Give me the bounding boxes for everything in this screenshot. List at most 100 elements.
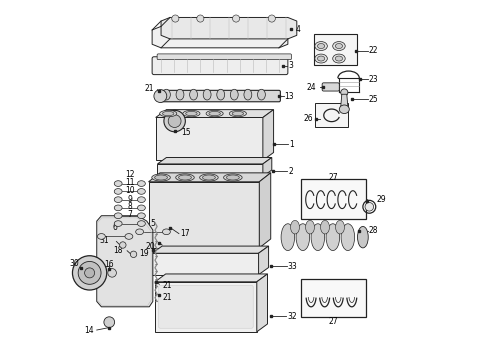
Text: 27: 27 xyxy=(329,173,338,182)
Ellipse shape xyxy=(178,175,192,180)
Ellipse shape xyxy=(155,175,168,180)
FancyBboxPatch shape xyxy=(314,34,357,65)
Circle shape xyxy=(168,114,181,127)
Ellipse shape xyxy=(306,220,315,234)
Ellipse shape xyxy=(130,251,137,257)
Text: 16: 16 xyxy=(104,260,114,269)
Polygon shape xyxy=(156,110,273,117)
Polygon shape xyxy=(257,274,268,332)
Ellipse shape xyxy=(315,54,327,63)
Ellipse shape xyxy=(358,226,368,248)
Text: 12: 12 xyxy=(125,170,135,179)
Ellipse shape xyxy=(114,221,122,226)
Circle shape xyxy=(104,317,115,328)
Ellipse shape xyxy=(336,220,344,234)
Text: 23: 23 xyxy=(368,75,378,84)
Ellipse shape xyxy=(335,44,343,49)
Text: 20: 20 xyxy=(146,242,155,251)
Ellipse shape xyxy=(183,111,200,117)
Polygon shape xyxy=(263,157,272,176)
Ellipse shape xyxy=(176,174,194,181)
Ellipse shape xyxy=(138,181,146,186)
Ellipse shape xyxy=(203,89,211,100)
Polygon shape xyxy=(152,26,288,48)
Ellipse shape xyxy=(333,54,345,63)
FancyBboxPatch shape xyxy=(316,103,348,127)
Ellipse shape xyxy=(341,89,348,96)
Ellipse shape xyxy=(114,205,122,211)
Circle shape xyxy=(164,111,185,132)
Text: 33: 33 xyxy=(288,262,297,271)
Ellipse shape xyxy=(311,224,325,251)
Ellipse shape xyxy=(202,175,215,180)
FancyBboxPatch shape xyxy=(301,179,366,219)
Ellipse shape xyxy=(138,205,146,211)
Circle shape xyxy=(108,269,117,277)
Ellipse shape xyxy=(320,220,329,234)
Ellipse shape xyxy=(120,242,126,248)
Ellipse shape xyxy=(136,229,144,235)
Polygon shape xyxy=(156,117,263,160)
Polygon shape xyxy=(97,216,153,307)
Ellipse shape xyxy=(114,197,122,203)
Ellipse shape xyxy=(341,224,355,251)
FancyBboxPatch shape xyxy=(157,54,292,60)
Text: 6: 6 xyxy=(113,223,118,232)
Text: 28: 28 xyxy=(368,226,378,235)
Circle shape xyxy=(172,15,179,22)
Circle shape xyxy=(154,90,167,103)
Text: 18: 18 xyxy=(113,246,123,255)
Ellipse shape xyxy=(335,56,343,61)
Ellipse shape xyxy=(326,224,340,251)
Text: 30: 30 xyxy=(69,260,79,269)
Text: 21: 21 xyxy=(162,281,171,290)
Polygon shape xyxy=(148,173,270,182)
Text: 27: 27 xyxy=(329,316,338,325)
Ellipse shape xyxy=(223,174,242,181)
FancyBboxPatch shape xyxy=(160,90,280,102)
Text: 2: 2 xyxy=(288,167,293,176)
Text: 14: 14 xyxy=(85,325,94,334)
Text: 22: 22 xyxy=(368,46,378,55)
Ellipse shape xyxy=(163,89,171,100)
Ellipse shape xyxy=(163,111,174,116)
Text: 21: 21 xyxy=(145,84,154,93)
Text: 17: 17 xyxy=(180,229,190,238)
Ellipse shape xyxy=(98,234,105,239)
Ellipse shape xyxy=(244,89,252,100)
Ellipse shape xyxy=(281,224,294,251)
Text: 5: 5 xyxy=(150,219,155,228)
Ellipse shape xyxy=(163,229,171,235)
Ellipse shape xyxy=(318,56,325,61)
Ellipse shape xyxy=(138,197,146,203)
Text: 1: 1 xyxy=(289,140,294,149)
Ellipse shape xyxy=(296,224,310,251)
Text: 31: 31 xyxy=(99,236,109,245)
Ellipse shape xyxy=(291,220,299,234)
Ellipse shape xyxy=(206,111,223,117)
Circle shape xyxy=(78,261,101,284)
Circle shape xyxy=(365,203,373,211)
Ellipse shape xyxy=(315,41,327,50)
Polygon shape xyxy=(161,18,297,39)
Ellipse shape xyxy=(339,105,349,113)
Text: 4: 4 xyxy=(296,25,301,34)
Text: 9: 9 xyxy=(127,194,132,203)
Ellipse shape xyxy=(217,89,224,100)
Text: 13: 13 xyxy=(285,91,294,100)
Ellipse shape xyxy=(160,111,177,117)
Text: 25: 25 xyxy=(368,95,378,104)
Circle shape xyxy=(268,15,275,22)
Circle shape xyxy=(197,15,204,22)
Ellipse shape xyxy=(199,174,218,181)
Polygon shape xyxy=(148,182,259,248)
FancyBboxPatch shape xyxy=(152,57,288,75)
FancyBboxPatch shape xyxy=(159,285,253,328)
Polygon shape xyxy=(259,173,270,248)
Polygon shape xyxy=(157,157,272,164)
Ellipse shape xyxy=(138,213,146,219)
FancyBboxPatch shape xyxy=(301,279,366,317)
Polygon shape xyxy=(263,110,273,160)
Polygon shape xyxy=(155,274,268,282)
Ellipse shape xyxy=(152,174,171,181)
